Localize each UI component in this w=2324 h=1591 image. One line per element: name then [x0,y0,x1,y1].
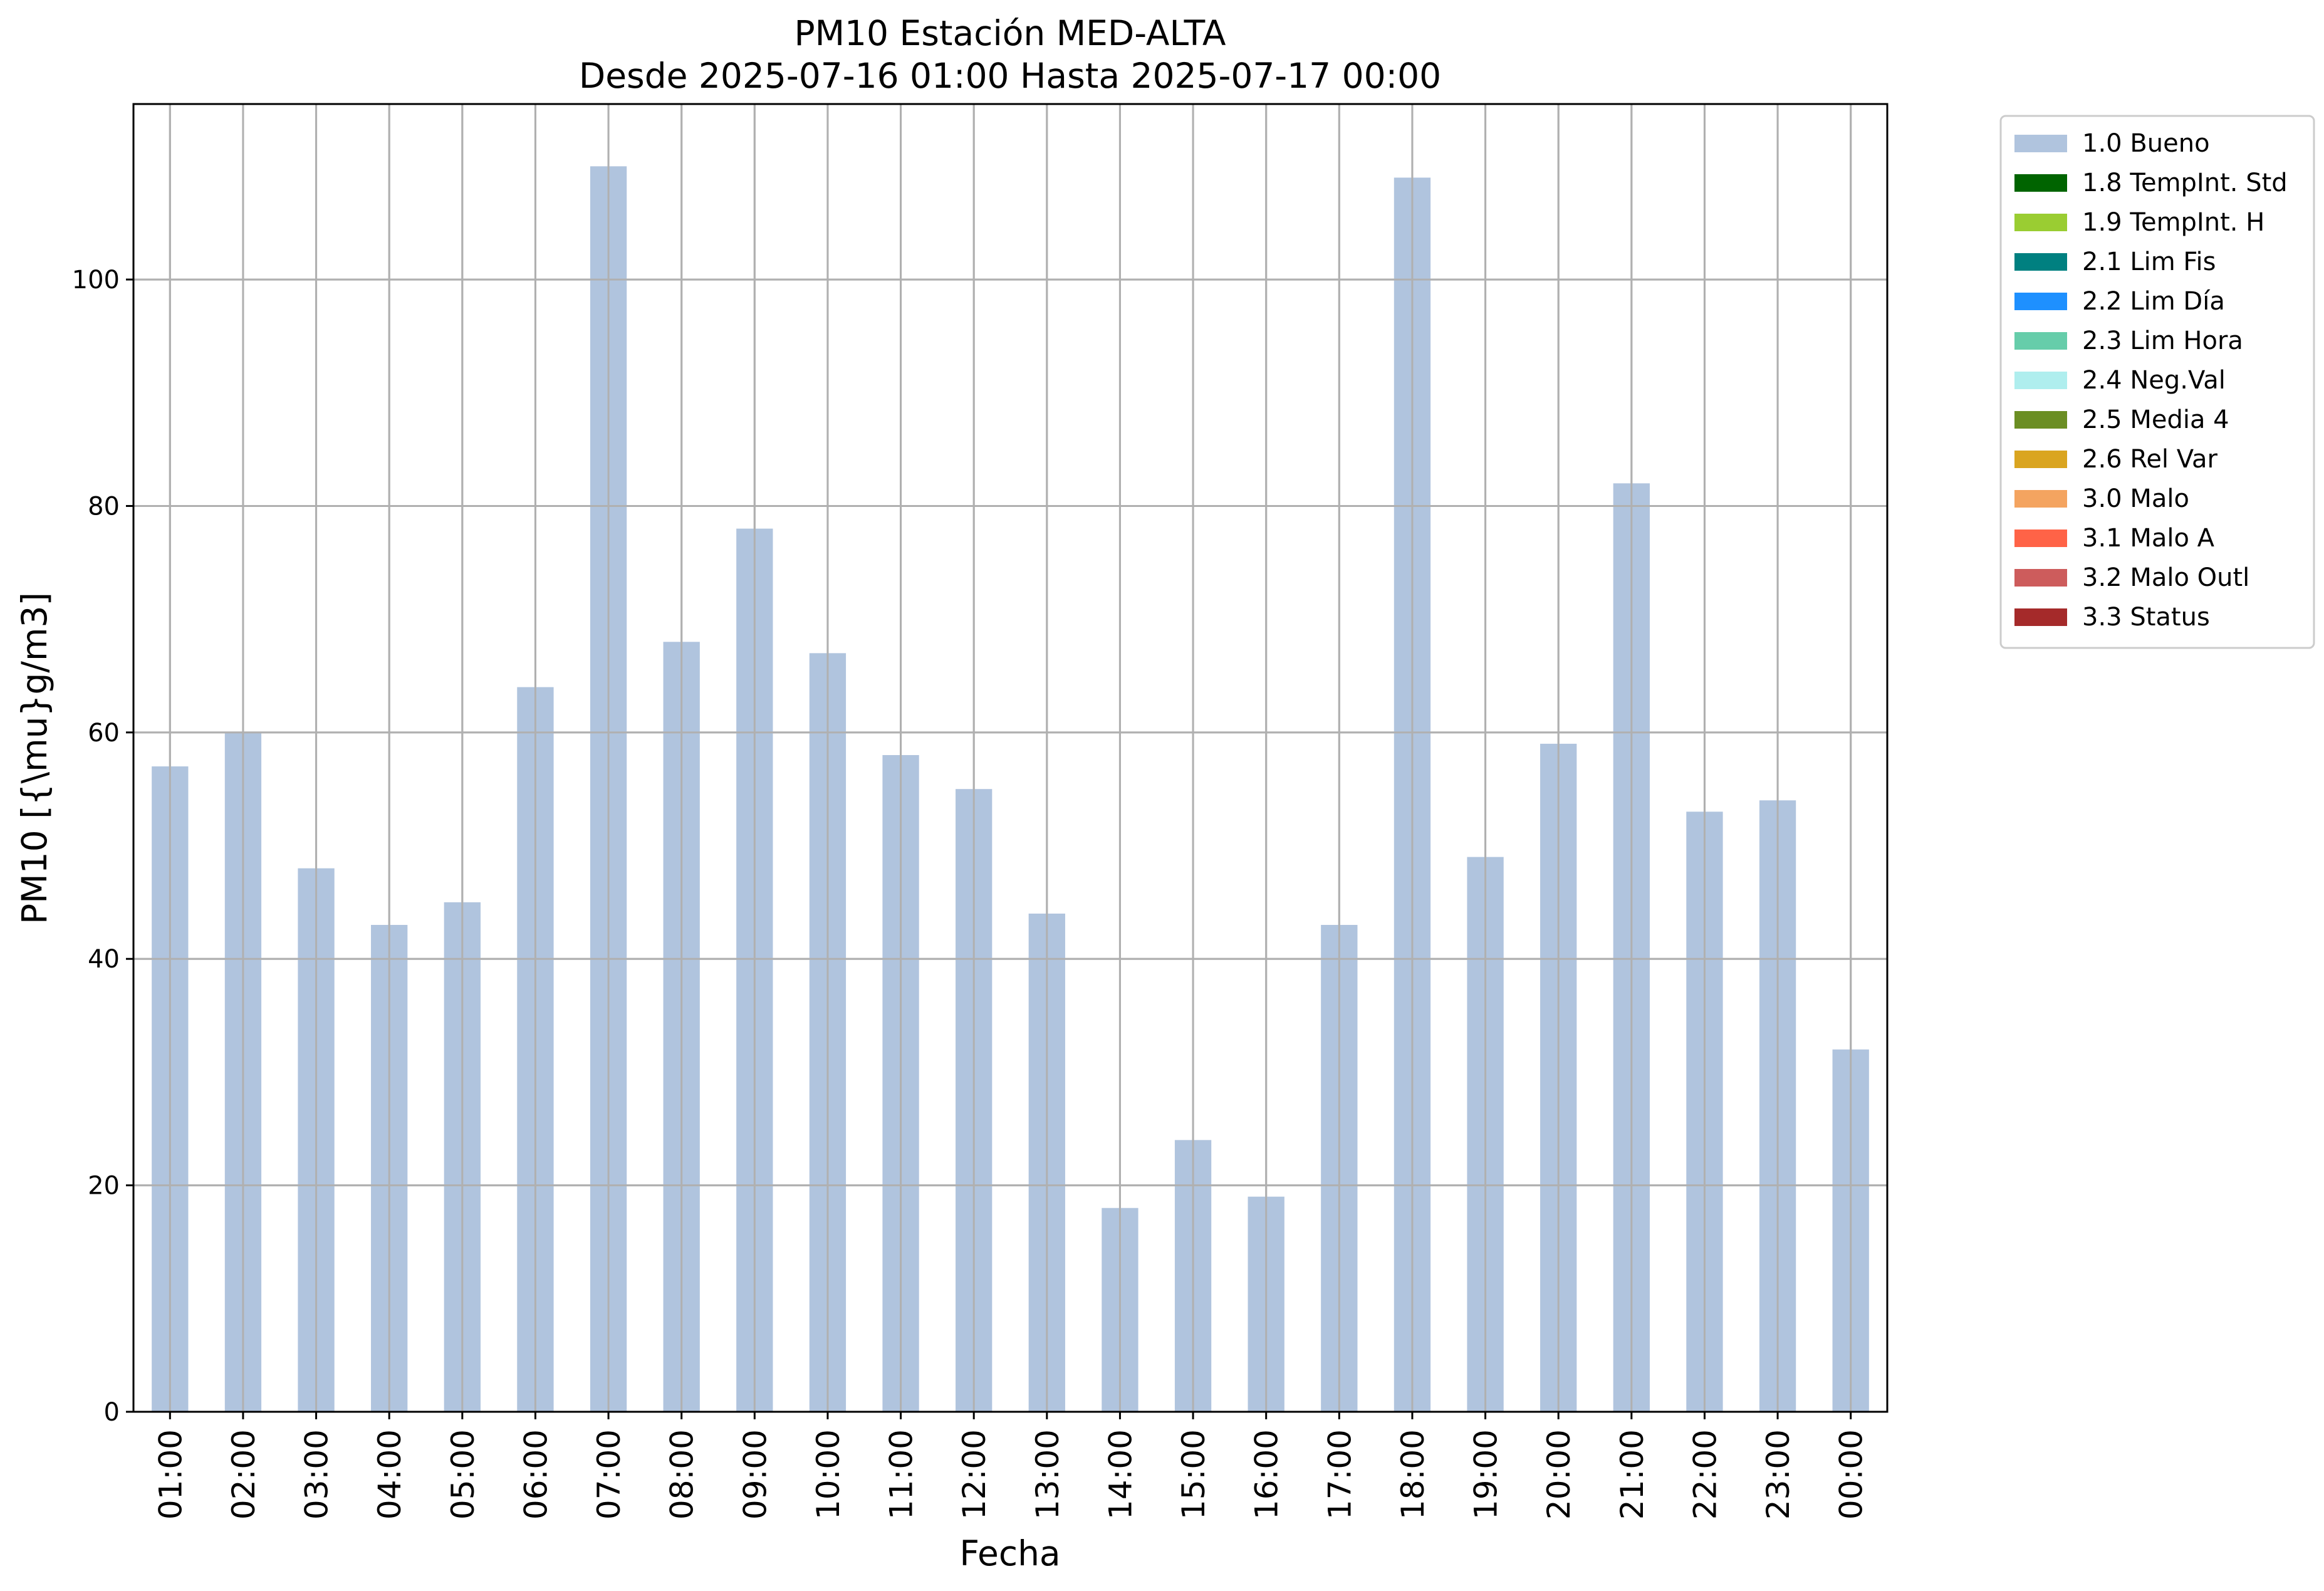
legend-label: 2.2 Lim Día [2082,287,2225,316]
legend-label: 3.3 Status [2082,603,2210,632]
x-tick-label: 04:00 [372,1429,408,1520]
y-axis-ticks: 0 20 40 60 80 100 [72,266,133,1427]
chart-subtitle: Desde 2025-07-16 01:00 Hasta 2025-07-17 … [579,56,1441,96]
legend-label: 1.9 TempInt. H [2082,208,2264,237]
y-tick-label: 40 [88,945,120,974]
plot-frame [132,103,1889,1413]
legend-label: 1.0 Bueno [2082,129,2210,158]
legend-swatch [2014,293,2067,310]
legend-label: 2.1 Lim Fis [2082,248,2216,276]
x-tick-label: 03:00 [299,1429,335,1520]
x-tick-label: 00:00 [1833,1429,1870,1520]
x-tick-label: 02:00 [226,1429,262,1520]
legend-item: 1.9 TempInt. H [2014,208,2264,237]
legend-swatch [2014,608,2067,626]
legend-item: 1.8 TempInt. Std [2014,169,2288,197]
x-tick-label: 10:00 [810,1429,847,1520]
x-tick-label: 18:00 [1395,1429,1431,1520]
x-tick-label: 14:00 [1102,1429,1139,1520]
x-tick-label: 22:00 [1687,1429,1723,1520]
legend-swatch [2014,174,2067,192]
x-tick-label: 08:00 [664,1429,701,1520]
legend-item: 2.2 Lim Día [2014,287,2225,316]
legend-item: 2.3 Lim Hora [2014,326,2243,355]
x-axis-ticks: 01:00 02:00 03:00 04:00 05:00 06:00 07:00 08:00… [152,1412,1870,1520]
x-tick-label: 21:00 [1614,1429,1650,1520]
x-tick-label: 16:00 [1249,1429,1285,1520]
legend-item: 3.1 Malo A [2014,524,2215,553]
x-tick-label: 01:00 [152,1429,189,1520]
legend-label: 1.8 TempInt. Std [2082,169,2288,197]
legend-label: 2.6 Rel Var [2082,445,2218,474]
legend-item: 3.2 Malo Outl [2014,563,2249,592]
legend-item: 3.0 Malo [2014,484,2189,513]
y-tick-label: 100 [72,266,120,295]
legend-label: 2.5 Media 4 [2082,405,2229,434]
legend-label: 3.2 Malo Outl [2082,563,2249,592]
legend-swatch [2014,451,2067,468]
legend-swatch [2014,214,2067,231]
x-axis-label: Fecha [959,1533,1060,1573]
legend-item: 2.5 Media 4 [2014,405,2229,434]
legend-swatch [2014,372,2067,389]
x-tick-label: 20:00 [1541,1429,1577,1520]
x-tick-label: 19:00 [1468,1429,1504,1520]
legend: 1.0 Bueno 1.8 TempInt. Std 1.9 TempInt. H 2… [1999,115,2315,649]
legend-swatch [2014,253,2067,271]
x-tick-label: 09:00 [737,1429,773,1520]
y-tick-label: 20 [88,1172,120,1201]
legend-label: 2.3 Lim Hora [2082,326,2243,355]
legend-item: 2.4 Neg.Val [2014,366,2226,395]
y-tick-label: 60 [88,719,120,748]
bars [133,104,1887,1413]
legend-item: 2.1 Lim Fis [2014,248,2216,276]
x-tick-label: 12:00 [956,1429,993,1520]
chart-title: PM10 Estación MED-ALTA [794,13,1226,53]
legend-label: 2.4 Neg.Val [2082,366,2226,395]
legend-label: 3.1 Malo A [2082,524,2215,553]
legend-item: 1.0 Bueno [2014,129,2210,158]
x-tick-label: 17:00 [1321,1429,1358,1520]
legend-swatch [2014,529,2067,547]
x-tick-label: 15:00 [1175,1429,1212,1520]
legend-swatch [2014,135,2067,152]
x-tick-label: 06:00 [518,1429,554,1520]
x-tick-label: 13:00 [1029,1429,1066,1520]
legend-item: 2.6 Rel Var [2014,445,2218,474]
legend-swatch [2014,490,2067,508]
legend-box [1999,115,2315,649]
x-tick-label: 23:00 [1760,1429,1796,1520]
legend-item: 3.3 Status [2014,603,2210,632]
x-tick-label: 11:00 [883,1429,920,1520]
x-tick-label: 07:00 [591,1429,627,1520]
x-tick-label: 05:00 [445,1429,481,1520]
y-tick-label: 80 [88,492,120,521]
y-axis-label: PM10 [{\mu}g/m3] [14,592,55,924]
legend-swatch [2014,332,2067,350]
legend-label: 3.0 Malo [2082,484,2189,513]
y-tick-label: 0 [104,1398,120,1427]
legend-swatch [2014,569,2067,587]
legend-swatch [2014,411,2067,429]
